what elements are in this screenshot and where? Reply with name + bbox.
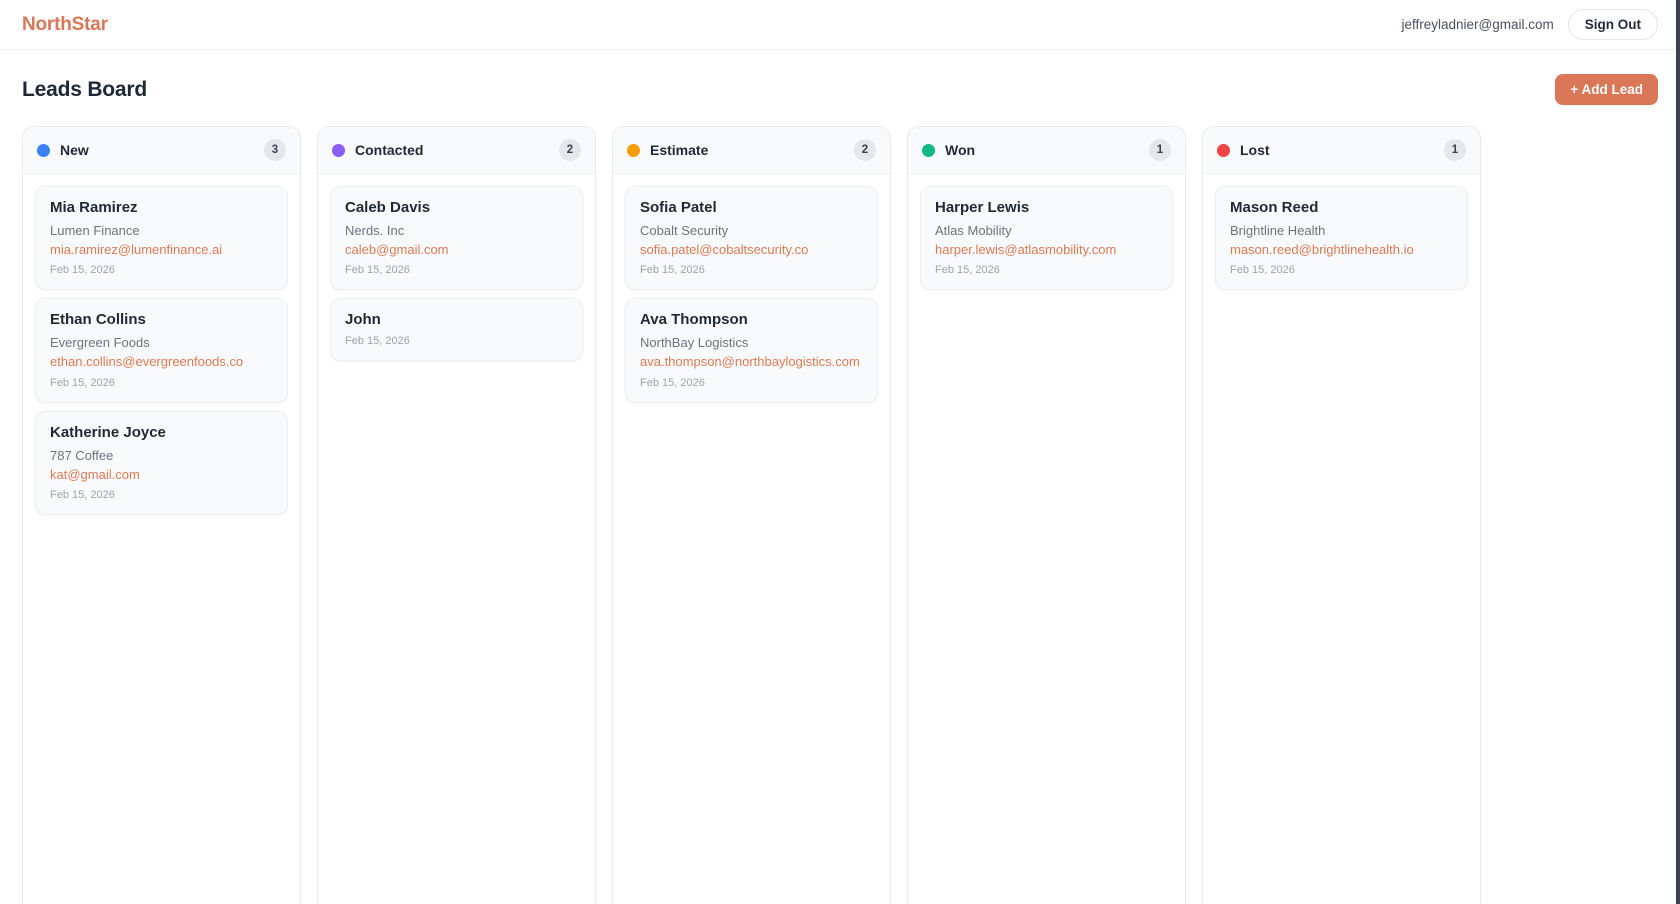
- lead-date: Feb 15, 2026: [50, 489, 115, 502]
- column-label: Estimate: [650, 142, 709, 158]
- lead-card[interactable]: John Feb 15, 2026: [330, 298, 583, 362]
- lead-date: Feb 15, 2026: [50, 264, 115, 277]
- board: New 3 Mia Ramirez Lumen Finance mia.rami…: [0, 126, 1680, 904]
- vertical-scrollbar[interactable]: [1676, 0, 1680, 904]
- lead-company: Nerds. Inc: [345, 222, 405, 238]
- column-header: New 3: [23, 127, 300, 174]
- column-header: Lost 1: [1203, 127, 1480, 174]
- app-logo: NorthStar: [22, 13, 108, 35]
- lead-date: Feb 15, 2026: [640, 264, 705, 277]
- lead-email-link[interactable]: ava.thompson@northbaylogistics.com: [640, 354, 860, 370]
- lead-card[interactable]: Caleb Davis Nerds. Inc caleb@gmail.com F…: [330, 186, 583, 291]
- column-body: Caleb Davis Nerds. Inc caleb@gmail.com F…: [318, 174, 595, 373]
- lead-email-link[interactable]: ethan.collins@evergreenfoods.co: [50, 354, 244, 370]
- column-count-badge: 3: [264, 139, 286, 161]
- status-dot-icon: [332, 143, 345, 157]
- lead-card[interactable]: Sofia Patel Cobalt Security sofia.patel@…: [625, 186, 878, 291]
- lead-name: Harper Lewis: [935, 199, 1030, 216]
- status-dot-icon: [37, 143, 50, 157]
- top-bar-right: jeffreyladnier@gmail.com Sign Out: [1401, 9, 1658, 40]
- column-body: Mia Ramirez Lumen Finance mia.ramirez@lu…: [23, 174, 300, 527]
- column-body: Mason Reed Brightline Health mason.reed@…: [1203, 174, 1480, 302]
- column-label: Contacted: [355, 142, 424, 158]
- user-email: jeffreyladnier@gmail.com: [1401, 17, 1554, 32]
- lead-card[interactable]: Harper Lewis Atlas Mobility harper.lewis…: [920, 186, 1173, 291]
- lead-name: Sofia Patel: [640, 199, 717, 216]
- lead-date: Feb 15, 2026: [50, 376, 115, 389]
- column-count-badge: 2: [559, 139, 581, 161]
- board-column: Lost 1 Mason Reed Brightline Health maso…: [1202, 126, 1481, 904]
- lead-company: NorthBay Logistics: [640, 335, 749, 351]
- column-header: Estimate 2: [613, 127, 890, 174]
- lead-date: Feb 15, 2026: [640, 376, 705, 389]
- lead-company: Lumen Finance: [50, 222, 140, 238]
- lead-card[interactable]: Mia Ramirez Lumen Finance mia.ramirez@lu…: [35, 186, 288, 291]
- board-column: Estimate 2 Sofia Patel Cobalt Security s…: [612, 126, 891, 904]
- column-header: Won 1: [908, 127, 1185, 174]
- column-count-badge: 1: [1444, 139, 1466, 161]
- lead-email-link[interactable]: mason.reed@brightlinehealth.io: [1230, 242, 1414, 257]
- lead-name: Ava Thompson: [640, 311, 748, 329]
- lead-name: John: [345, 311, 381, 329]
- board-column: New 3 Mia Ramirez Lumen Finance mia.rami…: [22, 126, 301, 904]
- page-title: Leads Board: [22, 77, 147, 101]
- lead-card[interactable]: Katherine Joyce 787 Coffee kat@gmail.com…: [35, 410, 288, 516]
- column-body: Sofia Patel Cobalt Security sofia.patel@…: [613, 174, 890, 415]
- lead-email-link[interactable]: caleb@gmail.com: [345, 242, 449, 257]
- column-count-badge: 1: [1149, 139, 1171, 161]
- lead-email-link[interactable]: harper.lewis@atlasmobility.com: [935, 242, 1117, 257]
- lead-email-link[interactable]: sofia.patel@cobaltsecurity.co: [640, 242, 809, 257]
- lead-card[interactable]: Mason Reed Brightline Health mason.reed@…: [1215, 186, 1468, 291]
- board-column: Contacted 2 Caleb Davis Nerds. Inc caleb…: [317, 126, 596, 904]
- column-header: Contacted 2: [318, 127, 595, 174]
- lead-email-link[interactable]: kat@gmail.com: [50, 466, 140, 482]
- status-dot-icon: [627, 143, 640, 157]
- column-label: Lost: [1240, 142, 1270, 158]
- board-column: Won 1 Harper Lewis Atlas Mobility harper…: [907, 126, 1186, 904]
- lead-name: Mia Ramirez: [50, 199, 138, 216]
- column-label: Won: [945, 142, 976, 158]
- lead-date: Feb 15, 2026: [935, 264, 1000, 277]
- column-body: Harper Lewis Atlas Mobility harper.lewis…: [908, 174, 1185, 302]
- lead-email-link[interactable]: mia.ramirez@lumenfinance.ai: [50, 242, 223, 257]
- status-dot-icon: [1217, 143, 1230, 157]
- lead-date: Feb 15, 2026: [345, 264, 410, 277]
- top-bar: NorthStar jeffreyladnier@gmail.com Sign …: [0, 0, 1680, 50]
- lead-name: Caleb Davis: [345, 199, 431, 216]
- lead-company: Brightline Health: [1230, 222, 1326, 238]
- column-label: New: [60, 142, 89, 158]
- lead-name: Katherine Joyce: [50, 423, 166, 441]
- lead-card[interactable]: Ava Thompson NorthBay Logistics ava.thom…: [625, 298, 878, 403]
- lead-card[interactable]: Ethan Collins Evergreen Foods ethan.coll…: [35, 298, 288, 403]
- page-head: Leads Board + Add Lead: [0, 50, 1680, 126]
- column-count-badge: 2: [854, 139, 876, 161]
- lead-company: 787 Coffee: [50, 447, 114, 463]
- status-dot-icon: [922, 143, 935, 157]
- lead-company: Atlas Mobility: [935, 222, 1012, 238]
- add-lead-button[interactable]: + Add Lead: [1555, 74, 1658, 105]
- lead-company: Cobalt Security: [640, 222, 729, 238]
- lead-name: Mason Reed: [1230, 199, 1319, 216]
- lead-date: Feb 15, 2026: [345, 335, 410, 348]
- sign-out-button[interactable]: Sign Out: [1567, 9, 1658, 40]
- lead-name: Ethan Collins: [50, 311, 146, 329]
- lead-company: Evergreen Foods: [50, 335, 150, 351]
- lead-date: Feb 15, 2026: [1230, 264, 1295, 277]
